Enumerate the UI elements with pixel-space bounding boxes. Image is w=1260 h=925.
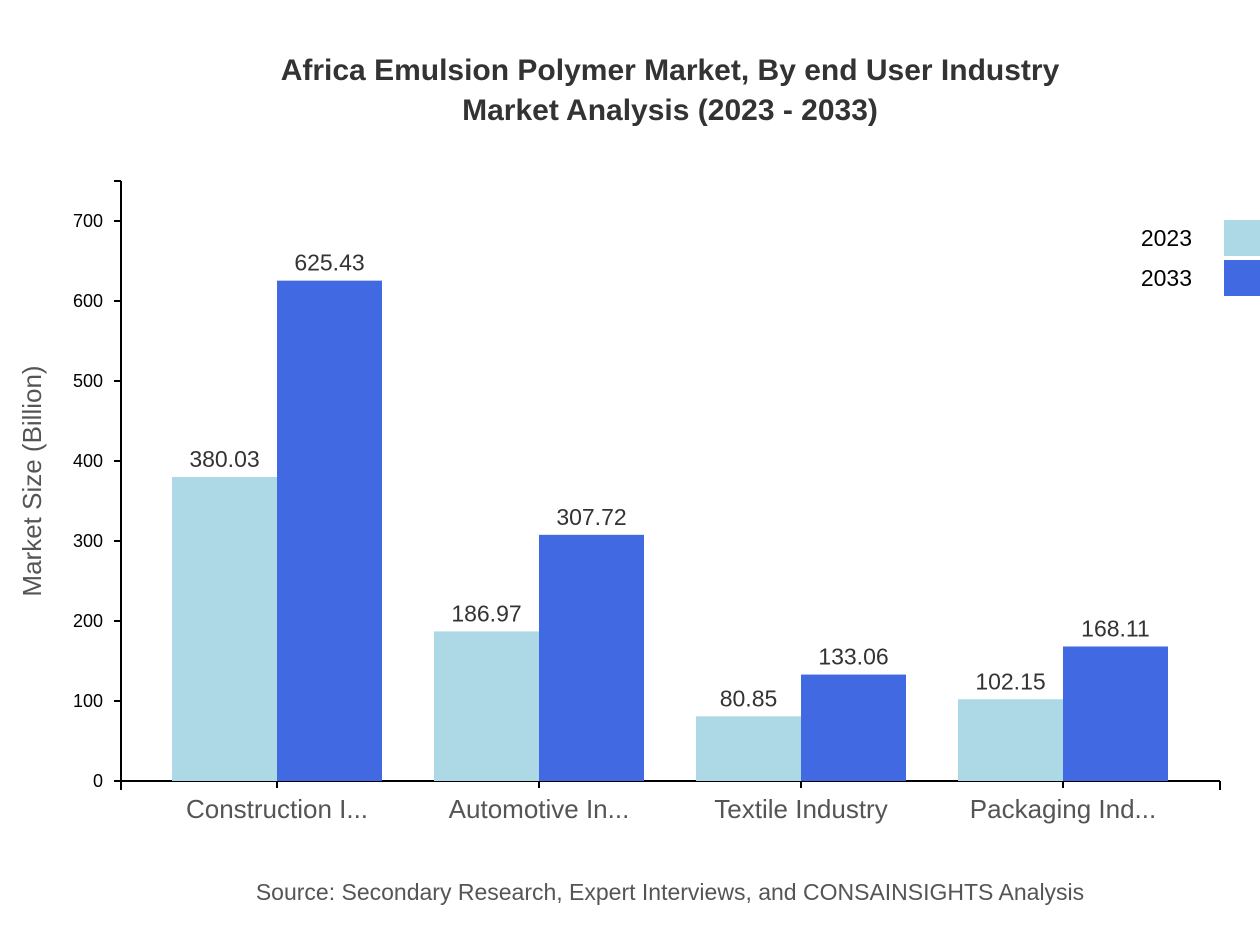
- legend-swatch: [1224, 220, 1260, 256]
- y-tick-label: 500: [73, 371, 103, 391]
- bar-2033: [539, 534, 644, 781]
- data-label: 102.15: [975, 668, 1045, 694]
- y-tick-label: 700: [73, 211, 103, 231]
- x-tick-label: Construction I...: [186, 794, 368, 824]
- data-label: 186.97: [451, 600, 521, 626]
- data-label: 307.72: [556, 504, 626, 530]
- data-label: 625.43: [294, 250, 364, 276]
- x-tick-label: Packaging Ind...: [970, 794, 1156, 824]
- legend-label: 2033: [1141, 265, 1192, 291]
- x-tick-label: Textile Industry: [714, 794, 887, 824]
- bar-2033: [1063, 646, 1168, 781]
- bar-2023: [172, 476, 277, 781]
- y-tick-label: 100: [73, 691, 103, 711]
- source-note: Source: Secondary Research, Expert Inter…: [256, 879, 1084, 905]
- chart-subtitle: Market Analysis (2023 - 2033): [462, 94, 878, 127]
- data-label: 380.03: [189, 446, 259, 472]
- legend-swatch: [1224, 260, 1260, 296]
- bar-2023: [958, 699, 1063, 781]
- y-axis-label: Market Size (Billion): [17, 365, 47, 596]
- y-tick-label: 600: [73, 291, 103, 311]
- y-tick-label: 400: [73, 451, 103, 471]
- bar-2023: [696, 716, 801, 781]
- y-tick-label: 300: [73, 531, 103, 551]
- data-label: 133.06: [818, 644, 888, 670]
- x-tick-label: Automotive In...: [449, 794, 630, 824]
- y-tick-label: 200: [73, 611, 103, 631]
- y-tick-label: 0: [93, 771, 103, 791]
- data-label: 80.85: [720, 685, 778, 711]
- data-label: 168.11: [1081, 616, 1150, 642]
- chart-title: Africa Emulsion Polymer Market, By end U…: [281, 54, 1060, 87]
- bar-2033: [801, 674, 906, 781]
- bar-2033: [277, 280, 382, 781]
- legend-label: 2023: [1141, 225, 1192, 251]
- bar-2023: [434, 631, 539, 781]
